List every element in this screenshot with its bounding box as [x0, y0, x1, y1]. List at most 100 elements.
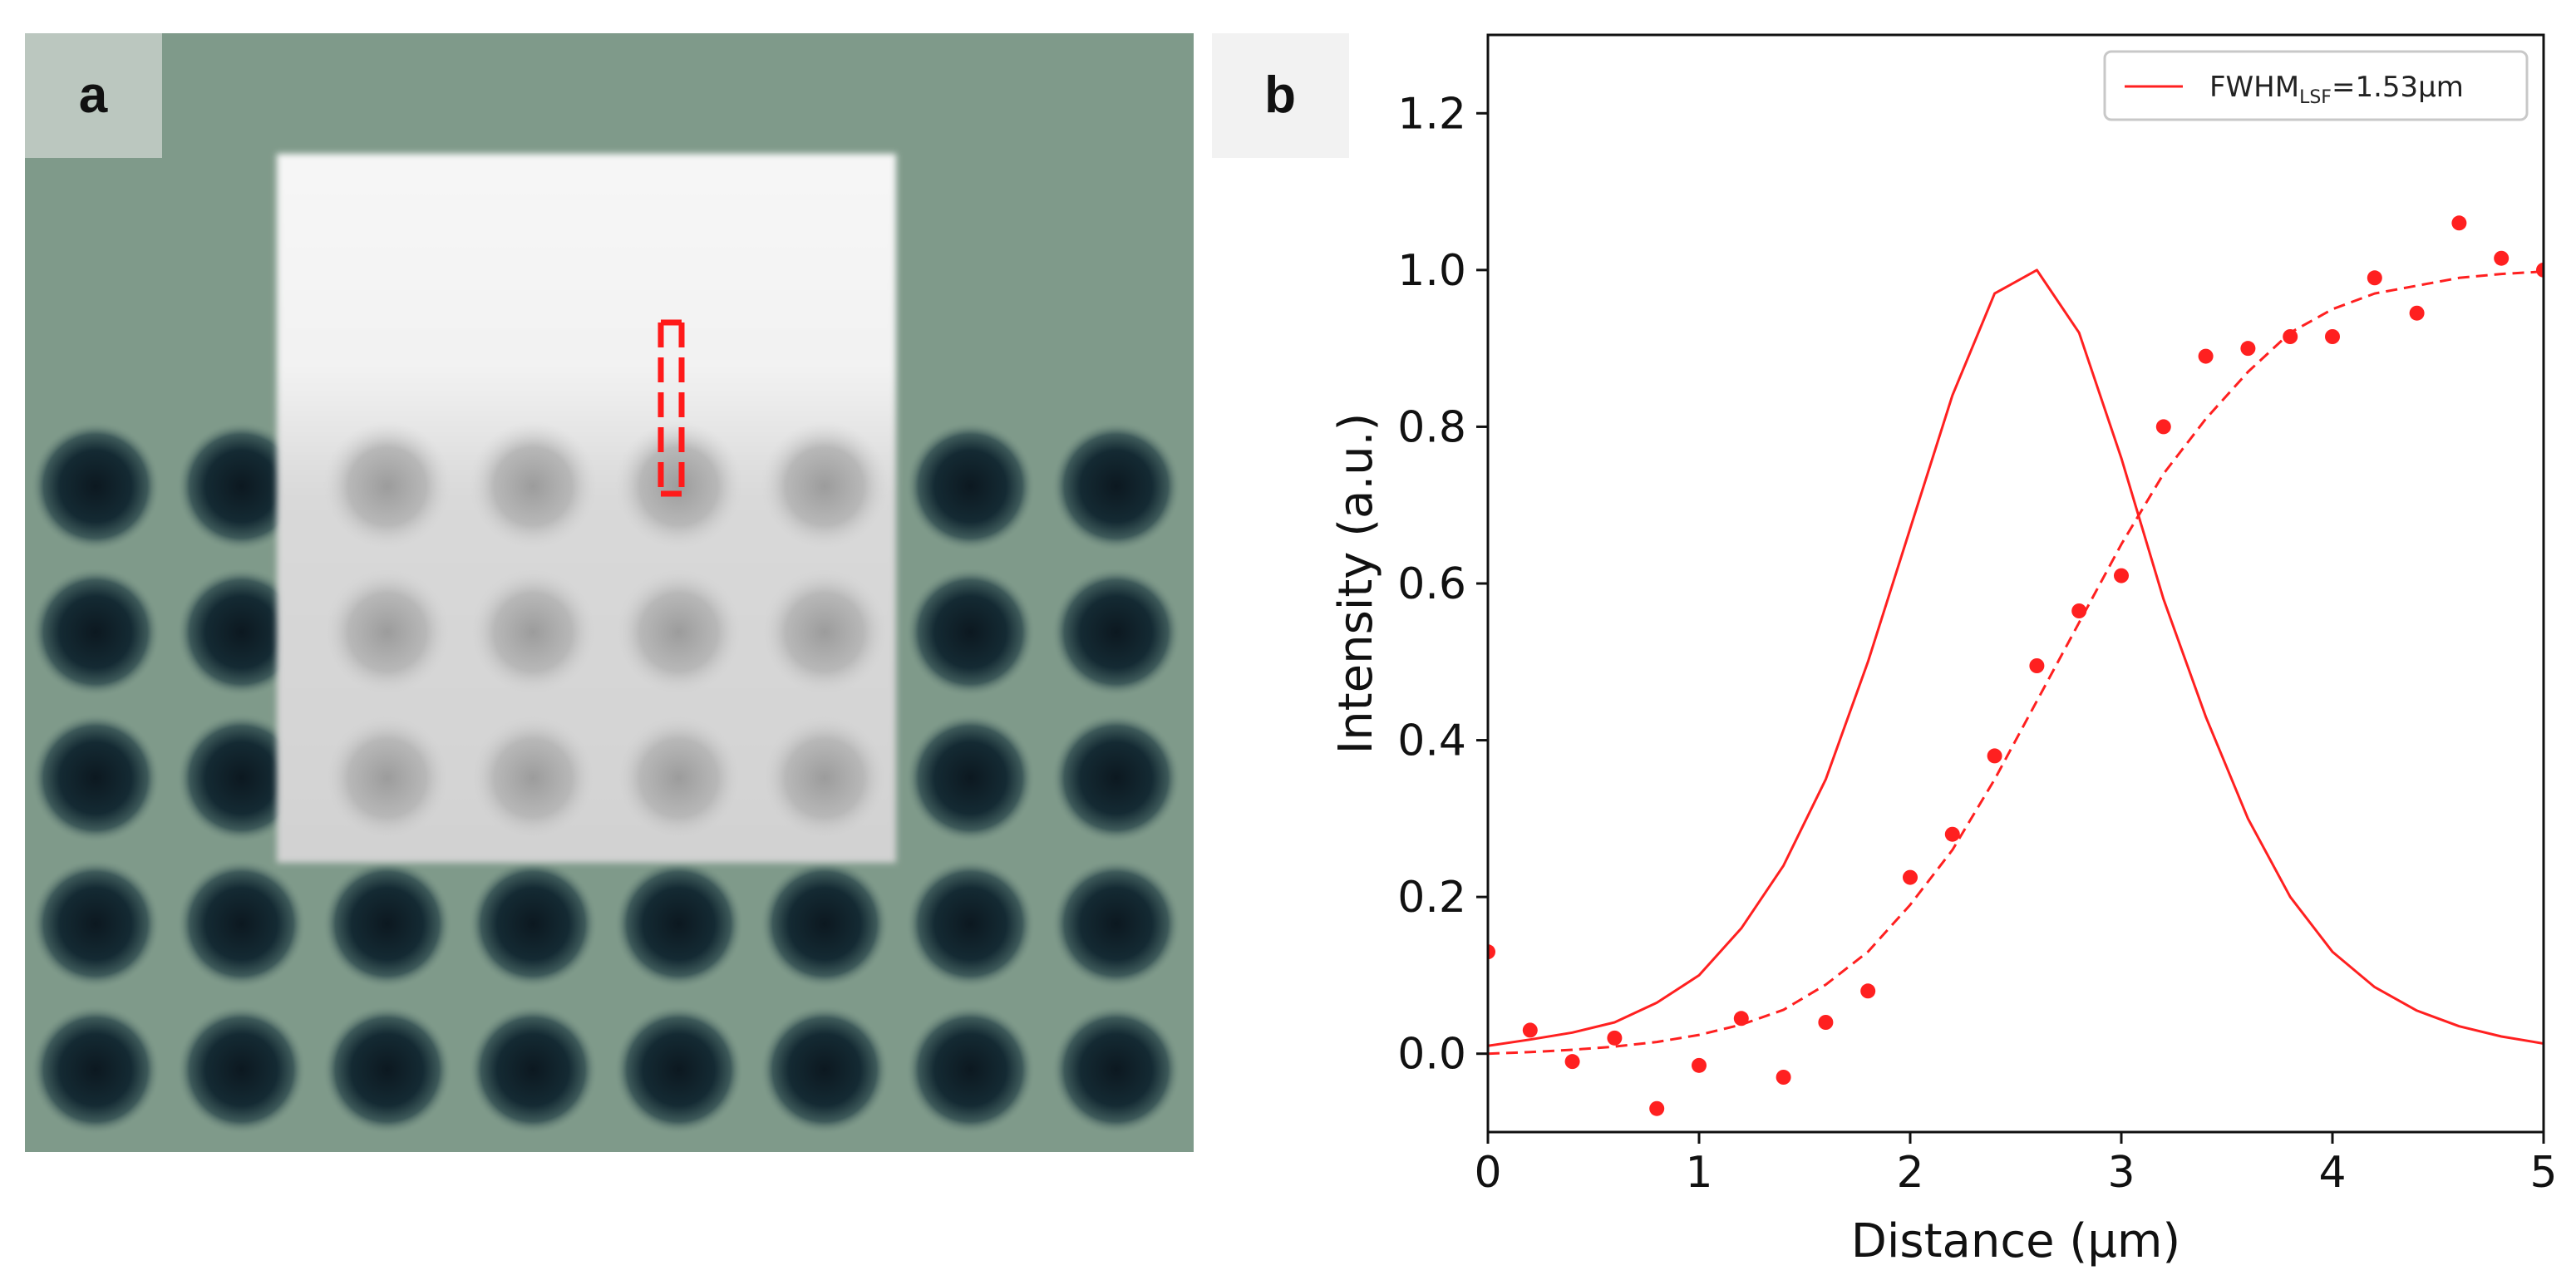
panel-b-label-box [1212, 33, 1349, 158]
hole [1051, 1005, 1181, 1135]
x-tick-label: 4 [2318, 1148, 2346, 1198]
data-point [1692, 1057, 1707, 1073]
hole [322, 1005, 452, 1135]
data-point [2494, 250, 2510, 266]
panel-a-label-box [25, 33, 162, 158]
data-point [1903, 869, 1918, 885]
plot-frame [1486, 33, 2545, 1134]
hole [905, 713, 1036, 843]
hole [905, 859, 1036, 989]
legend-label: FWHMLSF=1.53μm [2209, 71, 2464, 108]
overlay-hole [322, 713, 452, 843]
panel-a-image: a [25, 33, 1194, 1152]
x-tick-label: 2 [1896, 1148, 1923, 1198]
x-tick-label: 1 [1685, 1148, 1712, 1198]
hole [613, 1005, 744, 1135]
plot-content [1488, 215, 2544, 1116]
hole-grid [31, 421, 1181, 1135]
hole [760, 859, 889, 989]
hole [322, 859, 452, 989]
hole [176, 1005, 307, 1135]
hole [1051, 713, 1181, 843]
data-point [1564, 1054, 1580, 1070]
panel-b-label: b [1264, 66, 1296, 124]
panel-a-label: a [79, 66, 108, 124]
hole [468, 859, 598, 989]
hole [905, 421, 1036, 551]
overlay-hole [760, 713, 889, 843]
hole [760, 1005, 889, 1135]
overlay-hole [322, 567, 452, 697]
x-axis-ticks: 0 1 2 3 4 5 [1474, 1132, 2558, 1198]
data-point [1776, 1070, 1791, 1085]
data-point [2283, 329, 2298, 344]
hole [468, 1005, 598, 1135]
overlay-hole [322, 421, 452, 551]
legend-box [2103, 50, 2529, 121]
data-point [1818, 1015, 1834, 1030]
data-point [2198, 348, 2214, 364]
y-tick-label: 0.8 [1397, 402, 1466, 452]
hole [1051, 567, 1181, 697]
hole [613, 859, 744, 989]
esf-fit-line [1488, 270, 2544, 1056]
hole [1051, 859, 1181, 989]
overlay-hole [613, 713, 744, 843]
hole [176, 713, 307, 843]
hole [31, 421, 160, 551]
overlay-region [277, 154, 896, 863]
y-axis-ticks: 0.0 0.2 0.4 0.6 0.8 1.0 1.2 [1397, 89, 1488, 1080]
hole [176, 567, 307, 697]
hole [31, 713, 160, 843]
data-point [1987, 748, 2002, 764]
data-point [1649, 1100, 1665, 1116]
data-point [2240, 341, 2256, 357]
overlay-hole [468, 421, 598, 551]
data-point [1522, 1022, 1538, 1038]
data-point [2155, 419, 2171, 435]
hole [31, 1005, 160, 1135]
hole [176, 421, 307, 551]
x-tick-label: 0 [1474, 1148, 1501, 1198]
data-point [2367, 270, 2382, 286]
line-profile-marker [658, 319, 685, 497]
x-axis-label: Distance (μm) [1851, 1214, 2181, 1268]
data-point [1944, 826, 1960, 842]
hole [176, 859, 307, 989]
x-tick-label: 3 [2107, 1148, 2135, 1198]
data-point [1607, 1030, 1623, 1046]
data-point [1733, 1011, 1749, 1027]
y-tick-label: 0.0 [1397, 1030, 1466, 1080]
hole [905, 1005, 1036, 1135]
overlay-hole [468, 713, 598, 843]
hole [31, 567, 160, 697]
y-tick-label: 0.2 [1397, 873, 1466, 923]
y-tick-label: 0.6 [1397, 559, 1466, 609]
legend: FWHMLSF=1.53μm [2103, 50, 2529, 121]
hole [1051, 421, 1181, 551]
hole [905, 567, 1036, 697]
overlay-hole [760, 567, 889, 697]
y-tick-label: 1.2 [1397, 89, 1466, 139]
data-point [2029, 658, 2045, 673]
data-point [2325, 329, 2340, 344]
overlay-hole [760, 421, 889, 551]
data-point [2071, 603, 2087, 618]
y-tick-label: 0.4 [1397, 716, 1466, 766]
data-point [2114, 568, 2129, 583]
y-axis-label: Intensity (a.u.) [1329, 413, 1383, 755]
lsf-line [1488, 268, 2544, 1047]
panel-b-chart: b 0 1 2 3 4 5 0.0 0.2 0.4 0.6 0.8 1.0 1.2 Distance … [1212, 33, 2558, 1268]
hole [31, 859, 160, 989]
chart-area: 0 1 2 3 4 5 0.0 0.2 0.4 0.6 0.8 1.0 1.2 Distance (μ… [1329, 33, 2558, 1268]
x-tick-label: 5 [2529, 1148, 2557, 1198]
data-point [2409, 305, 2425, 321]
overlay-hole [468, 567, 598, 697]
data-point [1860, 983, 1876, 999]
data-point [2451, 215, 2467, 231]
overlay-hole [613, 567, 744, 697]
data-point [1488, 944, 1495, 960]
y-tick-label: 1.0 [1397, 246, 1466, 296]
data-point [2536, 262, 2544, 278]
